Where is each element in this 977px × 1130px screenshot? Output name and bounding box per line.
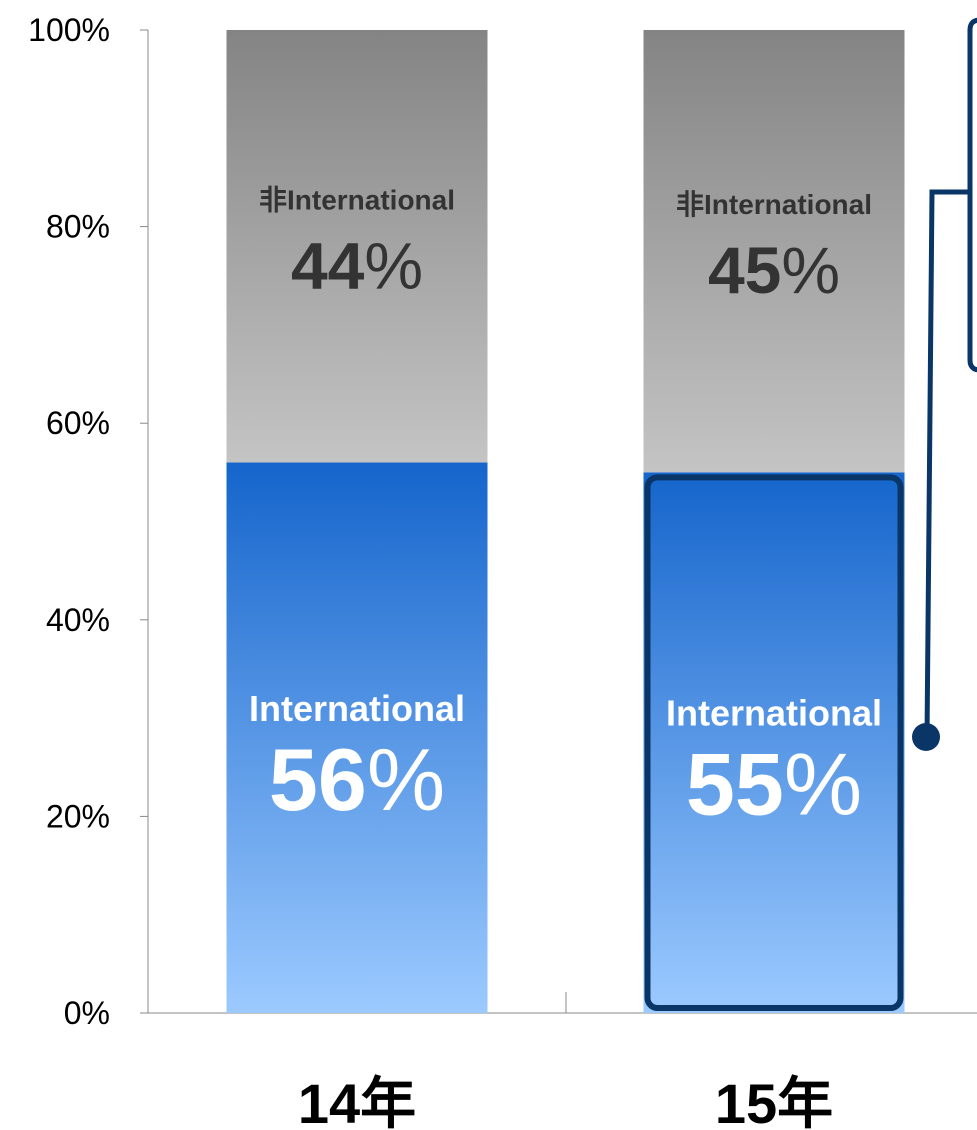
bar-segment [226,30,488,463]
segment-name-label: International [666,693,882,734]
bar-segment [643,472,905,1014]
highlight-callout [644,17,977,1012]
y-tick-label: 100% [28,12,110,48]
callout-connector [924,189,972,738]
x-category-label: 15年 [715,1072,833,1130]
bars [226,30,905,1014]
segment-name-label: 非International [259,184,455,215]
percent-sign: % [781,233,840,307]
segment-value-label: 44% [291,228,423,302]
segment-name-label: 非International [676,189,872,220]
x-category-label: 14年 [298,1072,416,1130]
y-tick-label: 60% [46,405,110,441]
data-labels: International56%非International44%Interna… [249,184,882,833]
y-tick-label: 20% [46,798,110,834]
y-tick-label: 0% [64,995,110,1031]
y-tick-label: 80% [46,209,110,245]
segment-value-label: 56% [269,730,445,829]
percent-sign: % [784,735,862,834]
callout-box-edge [967,17,977,373]
segment-value-label: 45% [708,233,840,307]
segment-value-label: 55% [686,735,862,834]
highlight-outline [644,474,904,1012]
callout-dot [912,723,940,751]
y-tick-label: 40% [46,602,110,638]
axes: 0% 20% 40% 60% 80% 100% 14年 15年 [28,12,977,1130]
bar-segment [226,462,488,1013]
segment-name-label: International [249,688,465,729]
percent-sign: % [367,730,445,829]
percent-sign: % [364,228,423,302]
bar-segment [643,30,905,473]
